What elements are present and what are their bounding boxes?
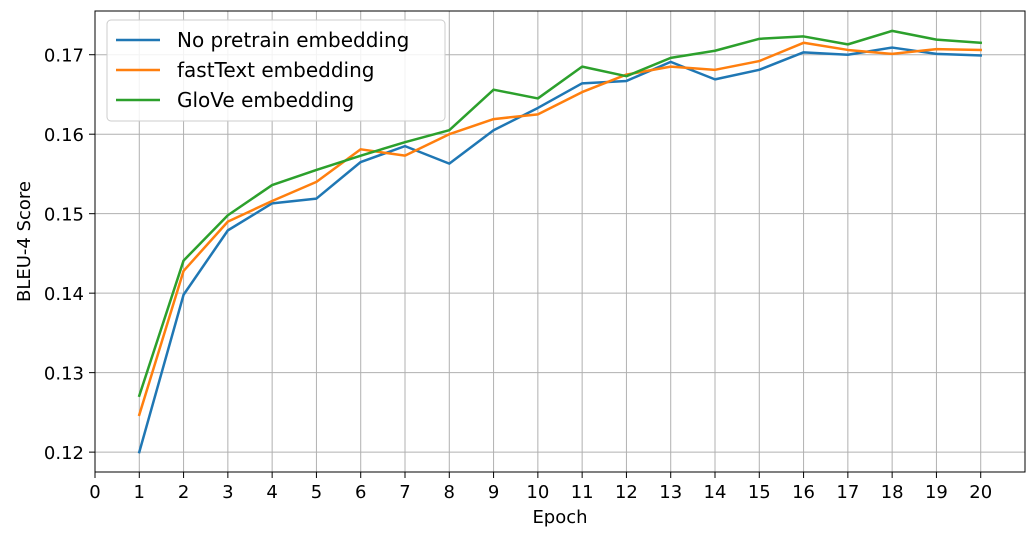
- legend: No pretrain embedding fastText embedding G…: [106, 19, 446, 122]
- plot-frame: [94, 10, 1026, 473]
- x-tick-label: 20: [969, 482, 992, 503]
- y-tick-label: 0.14: [44, 284, 84, 305]
- legend-box: [106, 19, 446, 122]
- x-tick-label: 14: [704, 482, 727, 503]
- x-tick-label: 19: [925, 482, 948, 503]
- x-tick-label: 0: [89, 482, 100, 503]
- legend-label: No pretrain embedding: [177, 28, 409, 52]
- x-tick-label: 3: [222, 482, 233, 503]
- x-tick-label: 1: [134, 482, 145, 503]
- x-axis-label: Epoch: [532, 507, 587, 528]
- y-tick-label: 0.13: [44, 364, 84, 385]
- series-line-3: [137, 29, 983, 398]
- x-tick-label: 16: [792, 482, 815, 503]
- x-tick-label: 12: [615, 482, 638, 503]
- legend-label: GloVe embedding: [177, 88, 354, 112]
- axis-ticks: 0 1 2 3 4 5 6 7 8 9 10 11 12 13 14 15 16 17 18 19 200.120.13…: [44, 46, 992, 503]
- series-lines: [137, 29, 983, 454]
- x-tick-label: 4: [266, 482, 277, 503]
- x-tick-label: 17: [836, 482, 859, 503]
- legend-label: fastText embedding: [177, 58, 374, 82]
- series-line-1: [137, 46, 983, 454]
- x-tick-label: 18: [881, 482, 904, 503]
- x-tick-label: 15: [748, 482, 771, 503]
- x-tick-label: 9: [488, 482, 499, 503]
- x-tick-label: 2: [178, 482, 189, 503]
- x-tick-label: 13: [659, 482, 682, 503]
- x-tick-label: 7: [399, 482, 410, 503]
- x-tick-label: 8: [444, 482, 455, 503]
- x-tick-label: 10: [526, 482, 549, 503]
- x-tick-label: 5: [311, 482, 322, 503]
- y-tick-label: 0.16: [44, 125, 84, 146]
- x-tick-label: 11: [571, 482, 594, 503]
- x-tick-label: 6: [355, 482, 366, 503]
- y-axis-label: BLEU-4 Score: [14, 181, 35, 302]
- y-tick-label: 0.15: [44, 205, 84, 226]
- y-tick-label: 0.17: [44, 46, 84, 67]
- y-tick-label: 0.12: [44, 443, 84, 464]
- series-line-2: [137, 41, 982, 417]
